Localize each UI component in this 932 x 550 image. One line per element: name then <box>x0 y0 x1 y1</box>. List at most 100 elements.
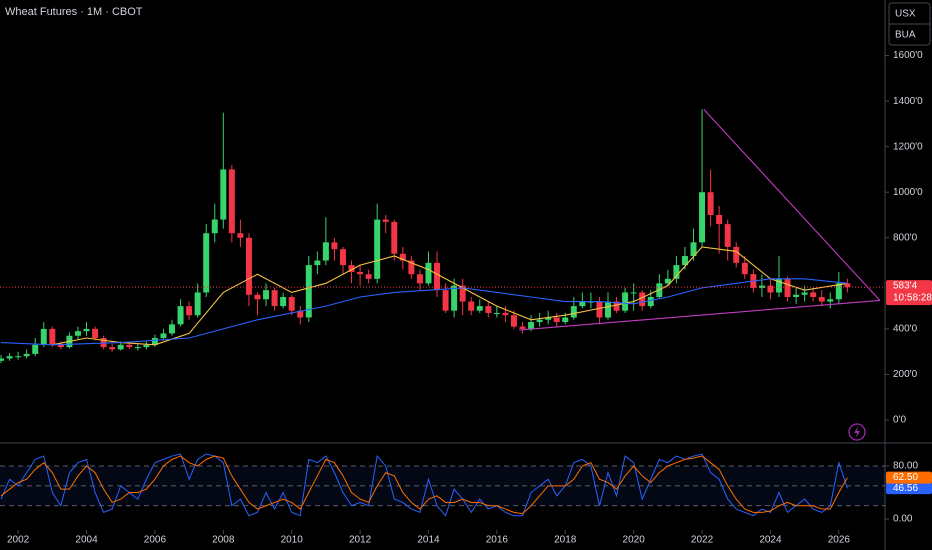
candle-body <box>630 292 637 294</box>
candle-body <box>468 301 475 311</box>
candle-body <box>647 297 654 307</box>
candle-body <box>263 290 270 300</box>
candle-body <box>271 290 278 307</box>
candle-body <box>639 292 646 307</box>
candle-body <box>211 219 218 234</box>
candle-body <box>194 292 201 316</box>
chart-title: Wheat Futures · 1M · CBOT <box>5 6 143 18</box>
candle-body <box>818 297 825 302</box>
candle-body <box>74 331 81 336</box>
currency-button[interactable]: USX <box>895 9 916 20</box>
candle-body <box>374 219 381 279</box>
candle-body <box>476 306 483 311</box>
candle-body <box>724 224 731 247</box>
x-tick-label: 2006 <box>144 535 167 546</box>
oscillator-line <box>0 455 848 515</box>
candle-body <box>391 221 398 254</box>
y-tick-label: 0'0 <box>893 415 906 426</box>
candle-body <box>109 347 116 350</box>
last-value-box <box>886 482 932 495</box>
trendline <box>519 299 880 331</box>
candle-body <box>664 278 671 284</box>
candle-body <box>365 274 372 279</box>
candle-body <box>399 253 406 261</box>
y-tick-label: 1600'0 <box>893 50 923 61</box>
candle-body <box>15 356 22 358</box>
alert-bolt <box>854 426 860 438</box>
candle-body <box>553 317 560 323</box>
candle-body <box>126 344 133 348</box>
y-tick-label: 1400'0 <box>893 96 923 107</box>
candle-body <box>280 297 287 307</box>
candle-body <box>151 338 158 345</box>
price-label-box <box>886 280 932 306</box>
candle-body <box>408 260 415 275</box>
candle-body <box>314 260 321 266</box>
x-tick-label: 2012 <box>349 535 372 546</box>
candle-body <box>613 301 620 311</box>
candle-body <box>297 310 304 318</box>
moving-average <box>52 246 848 346</box>
candle-body <box>23 353 30 357</box>
candle-body <box>442 290 449 311</box>
unit-button[interactable]: BUA <box>895 30 916 41</box>
candle-body <box>57 344 64 348</box>
candle-body <box>357 271 364 275</box>
alert-icon[interactable] <box>848 423 866 441</box>
countdown-label: 10:58:28 <box>893 293 932 304</box>
x-tick-label: 2022 <box>691 535 714 546</box>
candle-body <box>707 192 714 216</box>
candle-body <box>545 317 552 320</box>
candle-body <box>528 322 535 329</box>
candle-body <box>203 233 210 293</box>
candle-body <box>6 356 13 359</box>
candle-body <box>536 319 543 323</box>
candle-body <box>844 283 851 288</box>
candle-body <box>425 262 432 284</box>
candle-body <box>237 233 244 238</box>
candle-body <box>827 299 834 302</box>
x-tick-label: 2014 <box>417 535 440 546</box>
candle-body <box>305 265 312 318</box>
candle-body <box>434 262 441 291</box>
candle-body <box>784 278 791 298</box>
candle-body <box>339 249 346 266</box>
price-label: 583'4 <box>893 281 918 292</box>
alert-circle <box>848 423 866 441</box>
candle-body <box>331 242 338 250</box>
candle-body <box>596 301 603 318</box>
candle-body <box>699 192 706 243</box>
candle-body <box>451 285 458 311</box>
oscillator-line <box>0 453 848 517</box>
candle-body <box>169 324 175 334</box>
candle-body <box>49 328 56 345</box>
last-value-label: 46.56 <box>893 483 918 494</box>
candle-body <box>758 285 765 288</box>
candle-body <box>493 312 500 314</box>
candle-body <box>835 283 842 300</box>
candle-body <box>673 265 680 279</box>
y-tick-label: 1200'0 <box>893 141 923 152</box>
x-tick-label: 2018 <box>554 535 577 546</box>
candle-body <box>83 328 90 332</box>
candle-body <box>741 262 748 275</box>
candle-body <box>562 317 569 323</box>
y-tick-label: 800'0 <box>893 232 918 243</box>
last-value-label: 62.50 <box>893 472 918 483</box>
x-tick-label: 2024 <box>759 535 782 546</box>
x-tick-label: 2002 <box>7 535 30 546</box>
candle-body <box>245 237 252 295</box>
y-tick-label: 400'0 <box>893 324 918 335</box>
unit-box[interactable] <box>888 2 931 46</box>
candle-body <box>570 306 577 318</box>
candle-body <box>322 242 329 261</box>
candle-body <box>288 297 295 311</box>
main-pane <box>0 108 881 364</box>
candle-body <box>134 347 141 349</box>
candle-body <box>579 301 586 307</box>
candle-body <box>510 315 517 327</box>
candle-body <box>733 246 740 263</box>
x-tick-label: 2016 <box>486 535 509 546</box>
